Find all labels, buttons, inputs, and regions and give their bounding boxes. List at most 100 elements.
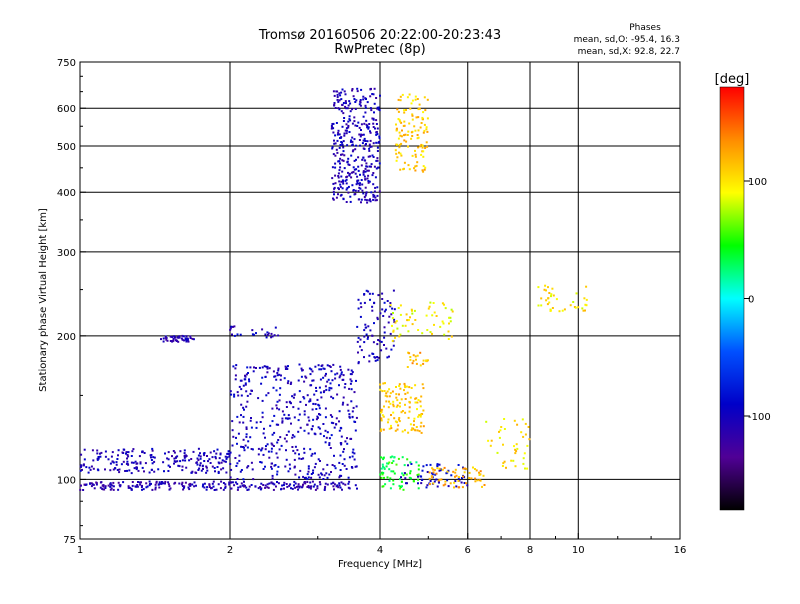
data-point [340,153,342,156]
data-point [403,472,406,475]
data-point [348,115,351,118]
data-point [414,397,417,400]
data-point [299,426,302,429]
data-point [80,464,83,467]
data-point [391,462,394,464]
data-point [265,365,268,368]
data-point [298,363,301,366]
data-point [276,407,278,410]
data-point [400,411,403,414]
data-point [80,453,83,456]
data-point [160,338,162,341]
data-point [341,88,344,91]
data-point [340,141,343,143]
data-point [577,306,580,309]
data-point [365,192,368,195]
data-point [352,149,355,152]
data-point [378,140,381,143]
data-point [422,409,425,412]
data-point [543,288,546,291]
data-point [309,487,312,490]
data-point [286,368,289,370]
data-point [272,445,275,447]
data-point [280,374,282,377]
data-point [368,354,371,357]
data-point [372,126,375,128]
data-point [352,406,355,409]
data-point [80,484,82,487]
data-point [83,458,86,461]
data-point [355,465,358,468]
data-point [100,451,103,454]
data-point [398,383,401,386]
data-point [83,483,86,486]
data-point [391,339,394,342]
data-point [313,466,316,469]
data-point [139,461,142,464]
data-point [131,450,134,453]
data-point [114,467,117,470]
data-point [239,485,242,488]
data-point [365,199,368,202]
data-point [312,469,315,472]
data-point [264,465,266,468]
data-point [153,456,156,459]
data-point [454,480,457,483]
data-point [289,467,292,470]
data-point [347,476,350,479]
data-point [380,349,383,352]
data-point [206,469,209,472]
data-point [87,471,90,474]
data-point [173,462,175,465]
data-point [151,449,154,452]
data-point [336,484,339,487]
data-point [338,169,341,172]
data-point [337,176,340,179]
data-point [155,480,158,483]
data-point [324,482,327,485]
data-point [316,415,319,418]
data-point [378,109,381,112]
data-point [248,485,251,488]
data-point [229,327,232,330]
data-point [181,485,184,488]
data-point [393,318,396,321]
data-point [416,354,419,357]
data-point [388,315,391,318]
data-point [265,336,268,339]
data-point [252,478,255,481]
data-point [104,485,107,488]
data-point [376,150,379,152]
data-point [435,315,438,317]
data-point [348,164,351,166]
data-point [328,389,331,392]
data-point [419,400,422,403]
data-point [189,335,192,338]
data-point [332,190,335,193]
data-point [309,481,312,484]
y-tick-label: 100 [57,475,76,486]
data-point [183,456,186,459]
data-point [271,335,274,338]
data-point [288,463,291,466]
data-point [268,456,271,459]
data-point [329,447,332,449]
data-point [547,297,550,300]
data-point [225,471,228,474]
data-point [385,465,388,468]
data-point [362,133,365,136]
data-point [388,355,390,358]
data-point [448,316,451,319]
data-point [337,129,340,132]
data-point [348,174,351,177]
data-point [408,93,411,96]
data-point [298,453,300,456]
y-axis-label: Stationary phase Virtual Height [km] [38,208,49,392]
data-point [353,391,356,394]
data-point [281,484,284,487]
data-point [328,437,331,440]
data-point [520,431,523,434]
data-point [379,383,382,386]
data-point [305,376,308,379]
data-point [398,385,401,387]
